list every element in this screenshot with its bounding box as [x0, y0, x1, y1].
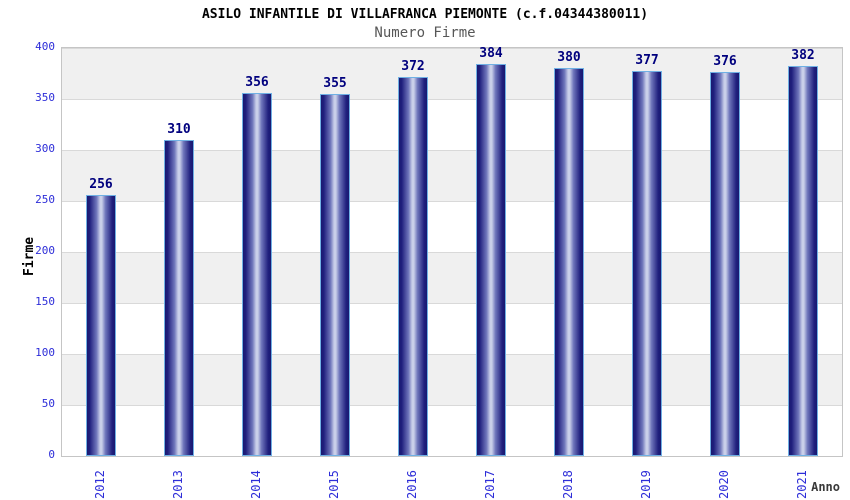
bar-value-label: 356 [245, 75, 269, 90]
bar-value-label: 372 [401, 59, 425, 74]
y-tick-label: 200 [35, 244, 55, 257]
bar-value-label: 377 [635, 53, 659, 68]
y-tick-label: 50 [41, 397, 55, 410]
bar-value-label: 310 [167, 122, 191, 137]
x-axis-title: Anno [811, 480, 840, 494]
y-tick-label: 0 [48, 448, 55, 461]
bar [554, 68, 584, 456]
x-tick-label: 2012 [93, 470, 107, 499]
y-tick-label: 100 [35, 346, 55, 359]
x-tick-label: 2017 [483, 470, 497, 499]
y-tick-label: 250 [35, 193, 55, 206]
x-tick-label: 2020 [717, 470, 731, 499]
y-tick-label: 150 [35, 295, 55, 308]
bar [398, 77, 428, 456]
chart-subtitle: Numero Firme [374, 25, 476, 41]
bar-value-label: 384 [479, 46, 503, 61]
bar [164, 140, 194, 456]
y-tick-label: 400 [35, 40, 55, 53]
x-tick-label: 2016 [405, 470, 419, 499]
plot-area: 256 310 356 355 372 384 380 377 376 382 [61, 47, 843, 457]
y-tick-label: 300 [35, 142, 55, 155]
bar [476, 64, 506, 456]
bar [632, 71, 662, 456]
x-tick-label: 2015 [327, 470, 341, 499]
bar [86, 195, 116, 456]
x-tick-label: 2019 [639, 470, 653, 499]
x-tick-label: 2018 [561, 470, 575, 499]
bar-value-label: 380 [557, 50, 581, 65]
bar-value-label: 382 [791, 48, 815, 63]
chart-title: ASILO INFANTILE DI VILLAFRANCA PIEMONTE … [201, 7, 649, 22]
x-tick-label: 2014 [249, 470, 263, 499]
bar-value-label: 355 [323, 76, 347, 91]
bar [788, 66, 818, 456]
bar-value-label: 376 [713, 54, 737, 69]
bar [242, 93, 272, 456]
y-tick-label: 350 [35, 91, 55, 104]
bar [320, 94, 350, 456]
bar [710, 72, 740, 456]
bar-value-label: 256 [89, 177, 113, 192]
x-tick-label: 2013 [171, 470, 185, 499]
